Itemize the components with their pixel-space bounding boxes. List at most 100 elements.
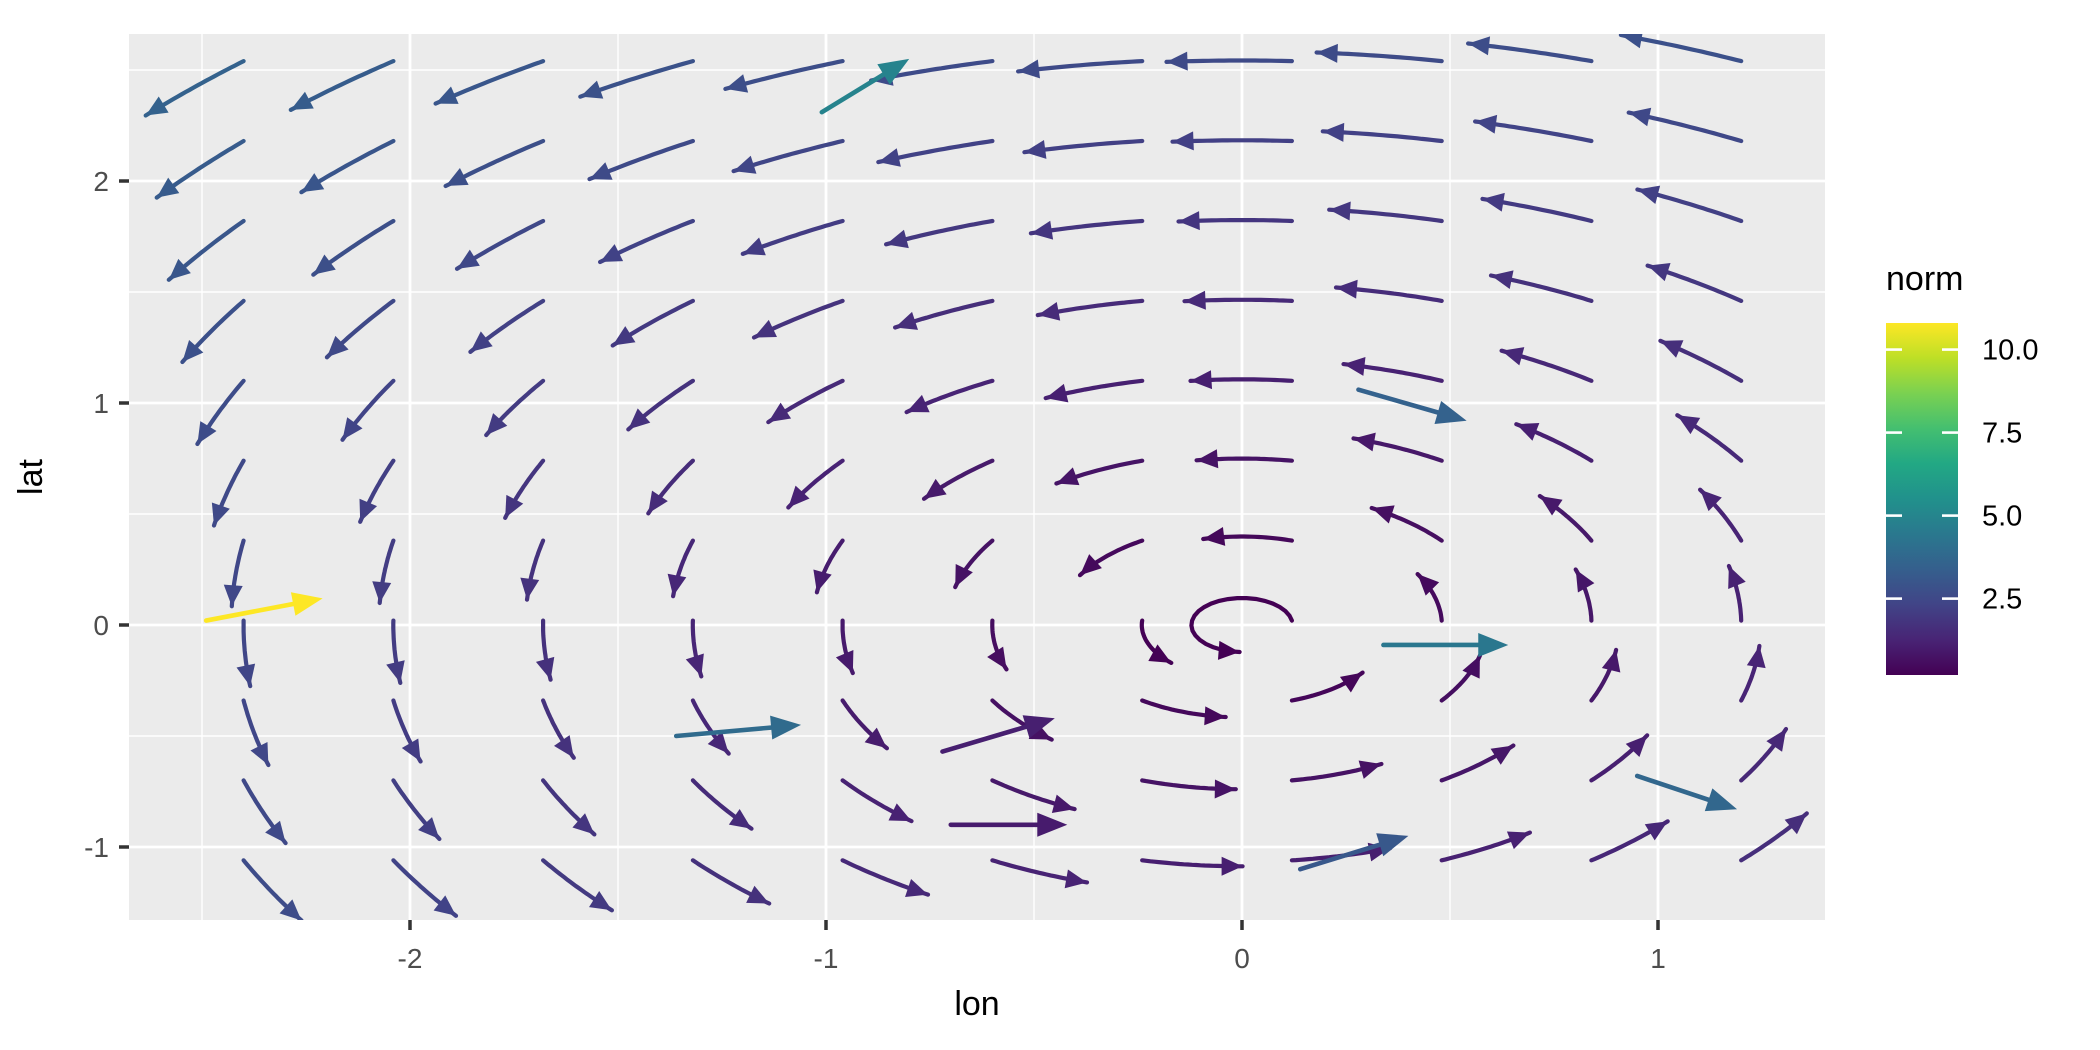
field-arrow-head [1637, 185, 1661, 204]
field-arrow-head [1620, 34, 1643, 49]
field-arrow-head [955, 564, 973, 588]
field-arrow-head [250, 741, 269, 766]
x-axis-title: lon [954, 985, 999, 1023]
colorbar-tick-label: 10.0 [1982, 335, 2038, 367]
field-arrow-head [223, 584, 243, 607]
field-arrow-head [1353, 432, 1376, 452]
field-arrow-head [1746, 645, 1766, 669]
outlier-arrow-head [290, 592, 323, 616]
outlier-arrow-head [1376, 833, 1409, 857]
field-arrow-head [1024, 140, 1047, 159]
field-arrow-head [1196, 449, 1219, 469]
field-arrow-head [768, 402, 792, 423]
field-arrow-head [589, 162, 613, 180]
field-arrow-head [1339, 672, 1363, 693]
field-arrow-head [1506, 831, 1530, 850]
field-arrow-head [589, 891, 612, 911]
field-arrow-head [1204, 706, 1226, 726]
field-arrow-head [733, 155, 757, 174]
outlier-arrow-head [1434, 400, 1467, 425]
outlier-arrow [819, 69, 892, 115]
field-arrow-head [1371, 505, 1395, 524]
field-arrow-head [1501, 347, 1525, 366]
field-arrow-head [746, 885, 770, 904]
field-arrow-head [906, 394, 930, 413]
colorbar-legend: norm 10.0 7.5 5.0 2.5 [1886, 260, 2038, 675]
field-arrow-head [182, 339, 204, 363]
outlier-arrow [1634, 773, 1717, 804]
x-tick-label: 1 [1650, 943, 1666, 974]
field-arrow-head [1316, 43, 1338, 63]
outlier-arrow-head [1022, 715, 1055, 739]
outlier-arrow [673, 724, 780, 739]
field-arrow-head [265, 820, 286, 844]
field-arrow-head [197, 421, 217, 444]
field-arrow-head [1491, 270, 1514, 290]
field-arrow-head [1660, 340, 1684, 358]
field-arrow-head [1214, 779, 1236, 799]
field-arrows [143, 34, 1809, 920]
field-arrow-head [1647, 263, 1671, 282]
field-arrow-head [580, 80, 604, 99]
outlier-arrow [203, 600, 302, 623]
field-arrow-head [1190, 370, 1213, 390]
field-arrow-head [1030, 220, 1054, 240]
field-arrow-head [505, 494, 524, 518]
field-arrow-head [1166, 51, 1188, 71]
field-arrow-head [725, 74, 749, 93]
field-arrow-head [457, 249, 480, 269]
outlier-arrow-head [1037, 812, 1068, 837]
field-arrow-head [1028, 721, 1052, 740]
field-arrow-head [864, 727, 887, 749]
field-arrow-head [145, 96, 169, 116]
outlier-arrow [1297, 840, 1388, 872]
field-arrow-head [1644, 821, 1668, 841]
field-arrow-head [1172, 131, 1194, 151]
field-arrow-head [628, 408, 651, 430]
field-arrow-head [1056, 467, 1080, 486]
outlier-arrows [203, 58, 1738, 872]
field-arrow-head [1490, 745, 1514, 765]
field-arrow-head [1184, 290, 1206, 310]
field-arrow-head [386, 660, 405, 683]
field-arrow-head [1322, 122, 1345, 142]
field-arrow-head [236, 663, 256, 687]
field-arrow-head [1625, 735, 1648, 758]
x-tick-label: -2 [398, 943, 423, 974]
field-arrow-head [1784, 813, 1807, 835]
field-arrow-head [612, 326, 636, 346]
field-arrow-head [1217, 640, 1240, 660]
field-arrow-head [470, 331, 493, 352]
field-arrow-head [1677, 415, 1701, 435]
field-arrow-head [520, 577, 540, 600]
field-arrow-head [835, 650, 854, 674]
field-arrow-head [1335, 279, 1358, 299]
field-arrow-head [572, 813, 595, 835]
field-arrow-head [418, 817, 440, 839]
y-tick-label: -1 [84, 832, 109, 863]
field-arrow-head [1045, 383, 1069, 403]
field-arrow-head [1766, 729, 1787, 752]
field-arrow-head [1575, 569, 1595, 593]
field-arrow-head [359, 498, 378, 522]
y-tick-label: 2 [93, 166, 109, 197]
field-arrow-head [1148, 644, 1172, 663]
outlier-arrow-head [1478, 632, 1509, 657]
legend-title: norm [1886, 260, 1963, 298]
field-arrow-head [156, 177, 180, 198]
colorbar [1886, 323, 1958, 675]
field-arrow-head [1700, 489, 1722, 512]
field-arrow-head [1482, 192, 1505, 212]
field-arrow-head [435, 86, 459, 104]
field-arrow-head [1475, 114, 1498, 134]
field-arrow-head [1018, 59, 1040, 79]
field-arrow-head [742, 237, 766, 256]
colorbar-tick-label: 7.5 [1982, 418, 2022, 450]
field-arrow-head [1601, 649, 1621, 673]
field-arrow-head [1462, 655, 1480, 679]
field-arrow-head [667, 573, 687, 597]
field-arrow-head [685, 653, 704, 677]
field-arrow-head [279, 899, 302, 920]
field-arrow-head [1516, 423, 1540, 441]
